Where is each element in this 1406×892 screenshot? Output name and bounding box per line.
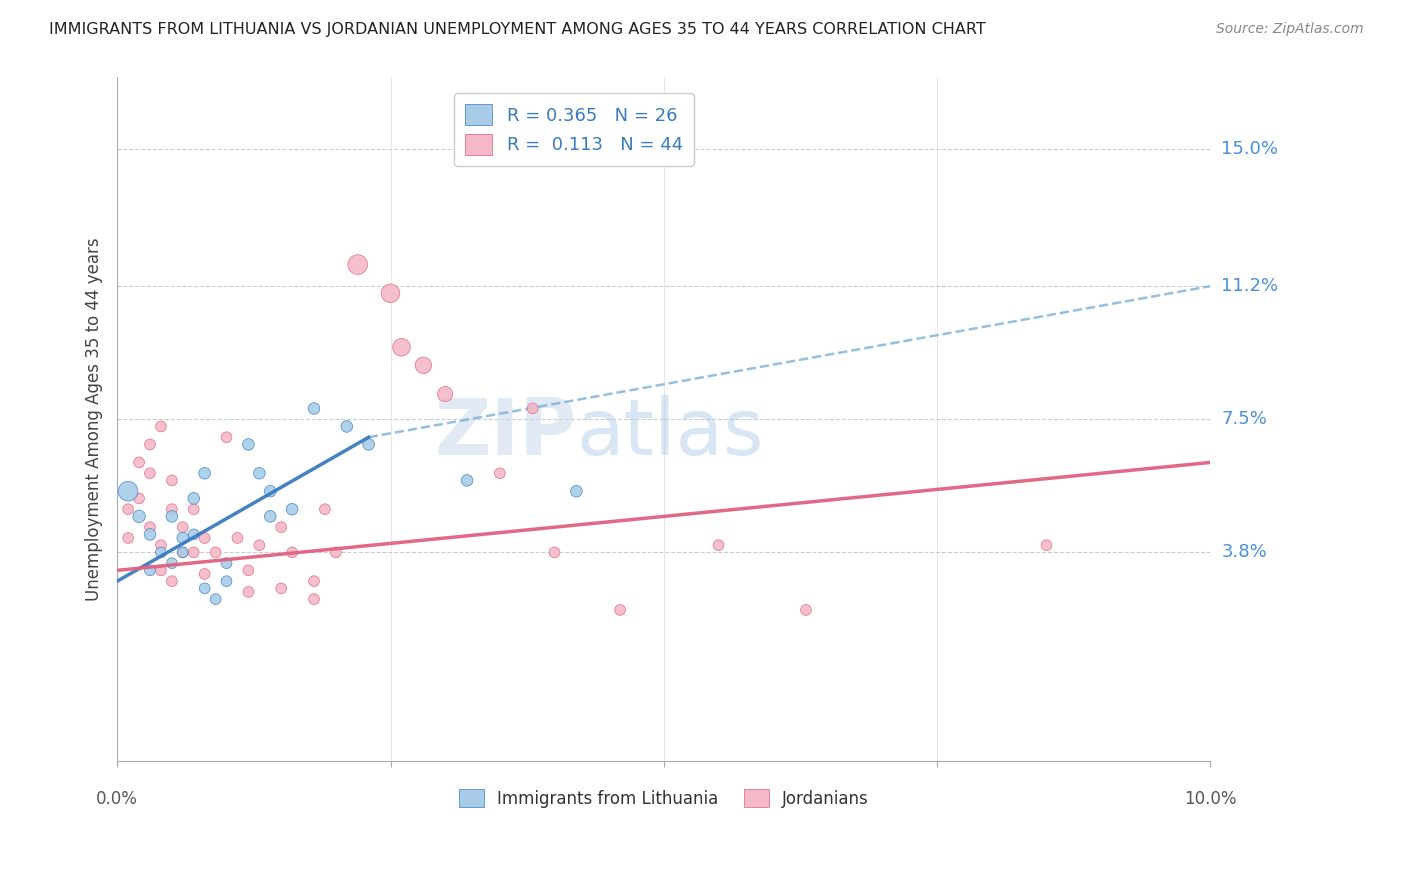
Point: [794, 603, 817, 617]
Point: [247, 538, 270, 552]
Point: [281, 502, 304, 516]
Point: [259, 484, 281, 499]
Point: [1035, 538, 1057, 552]
Text: Source: ZipAtlas.com: Source: ZipAtlas.com: [1216, 22, 1364, 37]
Point: [172, 545, 194, 559]
Point: [183, 502, 205, 516]
Point: [302, 592, 325, 607]
Point: [172, 531, 194, 545]
Point: [302, 401, 325, 416]
Point: [160, 556, 183, 570]
Point: [172, 520, 194, 534]
Point: [247, 467, 270, 481]
Point: [183, 491, 205, 506]
Point: [412, 359, 434, 373]
Point: [160, 502, 183, 516]
Point: [183, 527, 205, 541]
Point: [357, 437, 380, 451]
Point: [149, 538, 172, 552]
Point: [139, 467, 162, 481]
Point: [609, 603, 631, 617]
Point: [456, 474, 478, 488]
Point: [489, 467, 512, 481]
Point: [215, 574, 238, 589]
Text: 0.0%: 0.0%: [96, 789, 138, 808]
Point: [139, 520, 162, 534]
Legend: Immigrants from Lithuania, Jordanians: Immigrants from Lithuania, Jordanians: [453, 783, 876, 814]
Y-axis label: Unemployment Among Ages 35 to 44 years: Unemployment Among Ages 35 to 44 years: [86, 237, 103, 601]
Text: atlas: atlas: [576, 395, 763, 471]
Point: [139, 527, 162, 541]
Text: IMMIGRANTS FROM LITHUANIA VS JORDANIAN UNEMPLOYMENT AMONG AGES 35 TO 44 YEARS CO: IMMIGRANTS FROM LITHUANIA VS JORDANIAN U…: [49, 22, 986, 37]
Point: [238, 437, 260, 451]
Text: ZIP: ZIP: [434, 395, 576, 471]
Point: [215, 556, 238, 570]
Text: 15.0%: 15.0%: [1222, 140, 1278, 159]
Point: [149, 419, 172, 434]
Point: [172, 545, 194, 559]
Point: [128, 455, 150, 469]
Point: [139, 437, 162, 451]
Point: [238, 563, 260, 577]
Point: [194, 582, 217, 596]
Point: [259, 509, 281, 524]
Point: [117, 531, 139, 545]
Point: [117, 502, 139, 516]
Point: [434, 387, 457, 401]
Point: [238, 585, 260, 599]
Point: [183, 545, 205, 559]
Point: [336, 419, 359, 434]
Point: [204, 545, 226, 559]
Text: 7.5%: 7.5%: [1222, 410, 1267, 428]
Point: [194, 467, 217, 481]
Point: [522, 401, 544, 416]
Point: [325, 545, 347, 559]
Point: [128, 509, 150, 524]
Point: [160, 509, 183, 524]
Text: 10.0%: 10.0%: [1184, 789, 1237, 808]
Point: [380, 286, 402, 301]
Point: [128, 491, 150, 506]
Point: [707, 538, 730, 552]
Point: [565, 484, 588, 499]
Text: 3.8%: 3.8%: [1222, 543, 1267, 561]
Point: [139, 563, 162, 577]
Point: [204, 592, 226, 607]
Point: [194, 566, 217, 581]
Point: [302, 574, 325, 589]
Point: [346, 258, 368, 272]
Point: [226, 531, 249, 545]
Point: [314, 502, 336, 516]
Point: [270, 582, 292, 596]
Text: 11.2%: 11.2%: [1222, 277, 1278, 295]
Point: [194, 531, 217, 545]
Point: [149, 563, 172, 577]
Point: [160, 474, 183, 488]
Point: [160, 574, 183, 589]
Point: [149, 545, 172, 559]
Point: [117, 484, 139, 499]
Point: [543, 545, 565, 559]
Point: [391, 340, 413, 354]
Point: [215, 430, 238, 444]
Point: [281, 545, 304, 559]
Point: [270, 520, 292, 534]
